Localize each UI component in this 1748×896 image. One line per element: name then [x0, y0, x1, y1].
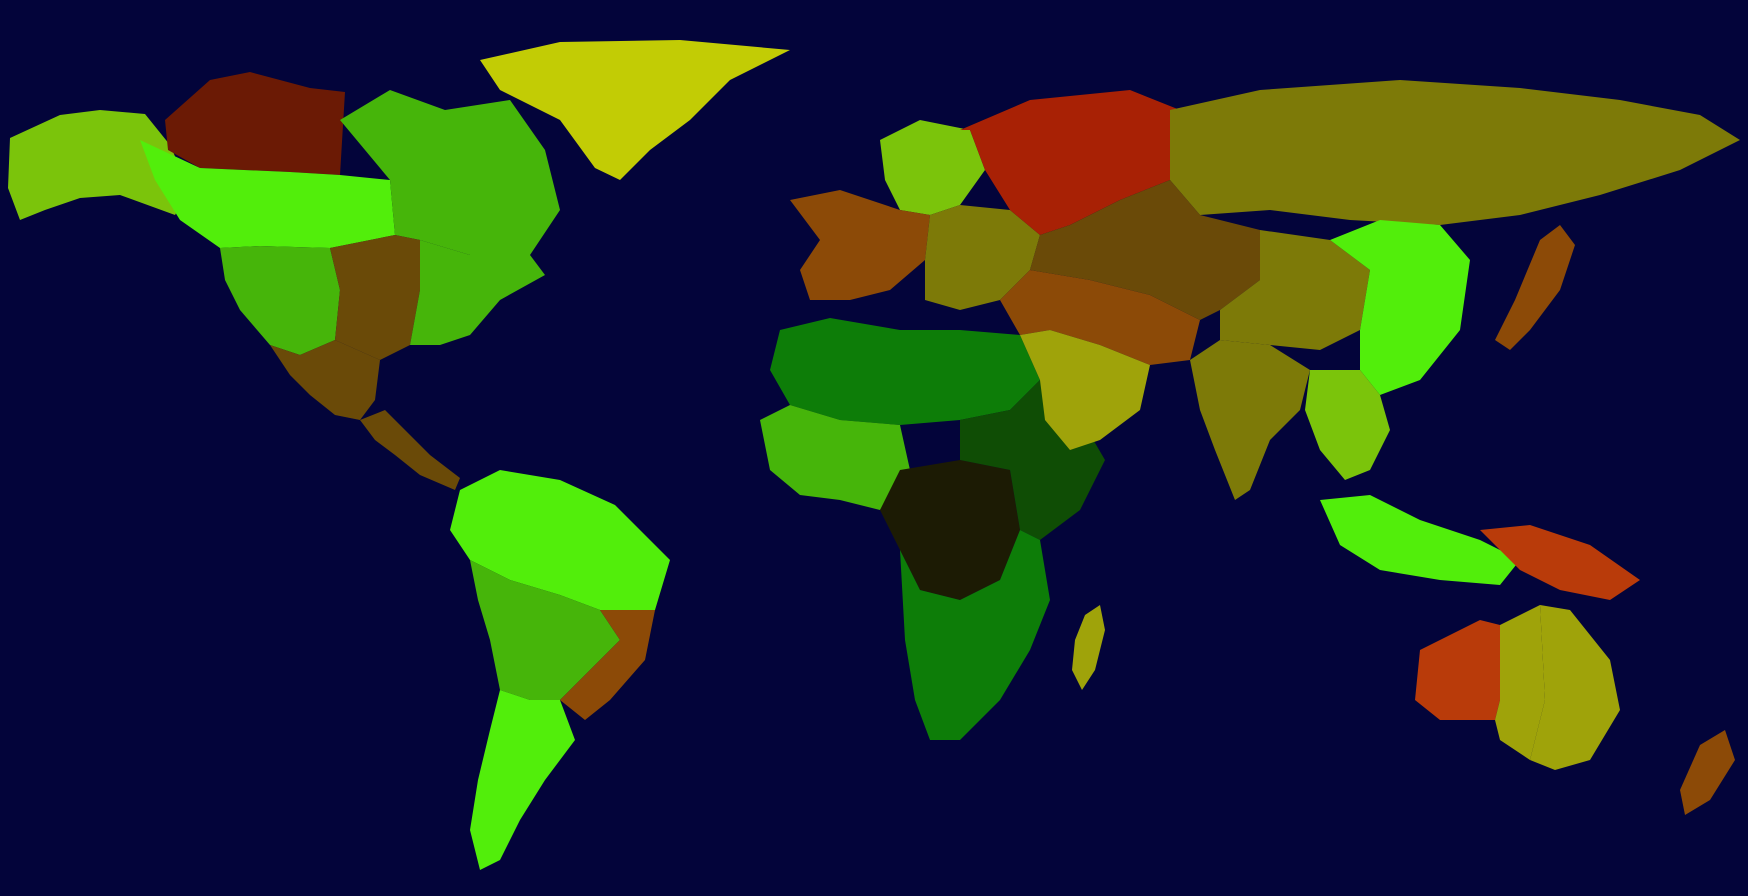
papua — [1480, 525, 1640, 600]
south-america-north — [450, 470, 670, 610]
russia-west — [960, 90, 1180, 235]
argentina — [470, 690, 575, 870]
brazil-south — [560, 610, 655, 720]
russia-east — [1170, 80, 1740, 225]
canada-north — [165, 72, 345, 175]
alaska — [8, 110, 190, 220]
southeast-asia — [1305, 370, 1390, 480]
southern-africa — [900, 530, 1050, 740]
madagascar — [1072, 605, 1105, 690]
eastern-europe — [925, 205, 1040, 310]
central-asia — [1030, 180, 1260, 320]
usa-east — [410, 240, 545, 345]
canada-east — [340, 90, 560, 255]
india — [1190, 340, 1310, 500]
australia-central — [1495, 605, 1545, 760]
indonesia — [1320, 495, 1520, 585]
south-america-central — [470, 560, 620, 700]
western-europe — [790, 190, 930, 300]
australia-east — [1530, 605, 1620, 770]
central-africa — [880, 460, 1020, 600]
japan — [1495, 225, 1575, 350]
greenland — [480, 40, 790, 180]
scandinavia — [880, 120, 985, 215]
canada-west — [140, 140, 395, 248]
usa-central — [330, 235, 420, 360]
china-west — [1220, 230, 1370, 350]
west-africa — [760, 405, 910, 510]
north-africa — [770, 318, 1040, 425]
usa-west — [220, 246, 340, 355]
central-america — [360, 410, 460, 490]
china-east — [1330, 220, 1470, 395]
mexico — [270, 340, 380, 420]
new-zealand — [1680, 730, 1735, 815]
arabia — [1020, 330, 1150, 450]
australia-west — [1415, 620, 1500, 720]
middle-east — [1000, 270, 1200, 365]
